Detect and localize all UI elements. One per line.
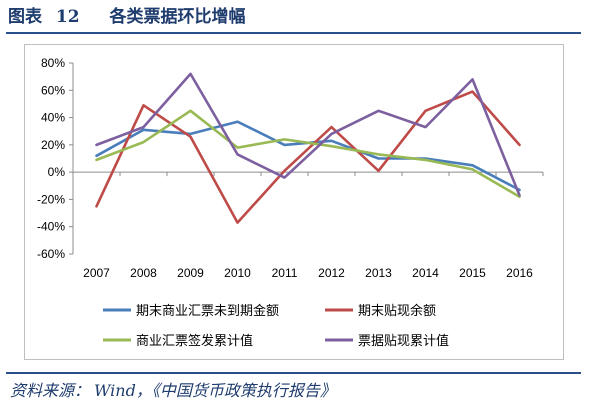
y-tick-label: -60% [37,247,65,261]
y-tick-label: -20% [37,192,65,206]
figure-title: 图表 12 各类票据环比增幅 [8,4,246,30]
legend-label-1: 期末商业汇票未到期金额 [136,303,279,319]
legend-label-2: 期末贴现余额 [358,303,436,319]
series-line-4 [95,72,521,197]
figure-title-number: 12 [55,7,80,27]
x-tick-label: 2012 [318,266,345,280]
x-tick-label: 2013 [365,266,392,280]
series-line-3 [95,109,521,198]
x-tick-label: 2014 [412,266,439,280]
source-label: 资料来源： [10,381,91,400]
chart-frame: 80% 60% 40% 20% 0% -20% -40% -60% 2007 2008 2009 20… [24,44,564,360]
top-rule [6,32,581,34]
line-chart: 80% 60% 40% 20% 0% -20% -40% -60% 2007 2008 2009 20… [37,56,544,349]
source-text: Wind，《中国货币政策执行报告》 [94,381,336,400]
series-line-2 [95,90,521,224]
legend-label-3: 商业汇票签发累计值 [136,333,253,349]
y-tick-label: 40% [41,111,65,125]
x-tick-label: 2010 [224,266,251,280]
figure-title-text: 各类票据环比增幅 [109,7,246,27]
source-note: 资料来源： Wind，《中国货币政策执行报告》 [10,378,340,404]
bottom-rule [6,372,581,374]
x-tick-label: 2008 [130,266,157,280]
y-tick-label: 0% [48,165,66,179]
y-tick-label: 80% [41,56,65,70]
x-tick-label: 2015 [459,266,486,280]
y-tick-label: -40% [37,220,65,234]
x-tick-label: 2007 [83,266,110,280]
y-tick-label: 60% [41,83,65,97]
x-tick-label: 2016 [506,266,533,280]
figure-title-label: 图表 [8,7,42,27]
x-tick-label: 2011 [272,266,298,280]
y-tick-label: 20% [41,138,65,152]
legend-label-4: 票据贴现累计值 [358,333,449,349]
x-tick-label: 2009 [177,266,204,280]
